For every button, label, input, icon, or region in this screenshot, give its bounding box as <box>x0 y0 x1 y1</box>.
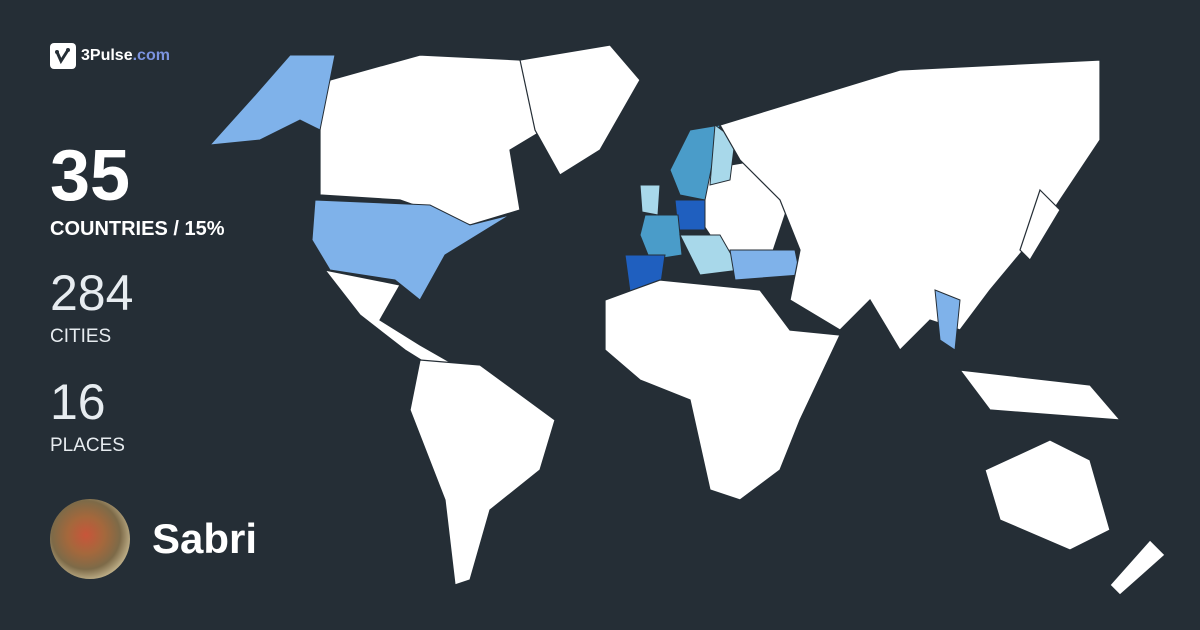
cities-count: 284 <box>50 265 134 321</box>
thailand <box>934 289 961 351</box>
indonesia <box>958 369 1122 421</box>
mexico-central-america <box>323 269 456 376</box>
usa <box>311 199 511 301</box>
uk <box>639 184 661 216</box>
france <box>639 214 683 261</box>
countries-label: COUNTRIES / 15% <box>50 218 225 240</box>
pulse-check-icon <box>50 43 76 69</box>
places-stat: 16 PLACES <box>50 377 125 457</box>
places-count: 16 <box>50 374 106 430</box>
turkey <box>729 249 801 281</box>
canada <box>319 54 561 226</box>
brand-name: 3Pulse.com <box>81 47 170 64</box>
alaska <box>208 54 336 146</box>
japan <box>1019 188 1061 261</box>
avatar[interactable] <box>50 499 130 579</box>
user-profile[interactable]: Sabri <box>50 499 257 579</box>
user-name: Sabri <box>152 515 258 562</box>
new-zealand <box>1109 539 1166 596</box>
greenland <box>519 44 641 176</box>
places-label: PLACES <box>50 435 125 456</box>
australia <box>984 439 1111 551</box>
asia <box>719 59 1101 351</box>
world-map <box>208 44 1166 596</box>
south-america <box>409 359 556 586</box>
africa <box>604 279 841 501</box>
cities-stat: 284 CITIES <box>50 268 133 348</box>
countries-count: 35 <box>50 136 131 216</box>
brand-logo[interactable]: 3Pulse.com <box>50 43 170 69</box>
countries-stat: 35 COUNTRIES / 15% <box>50 140 224 241</box>
cities-label: CITIES <box>50 326 112 347</box>
